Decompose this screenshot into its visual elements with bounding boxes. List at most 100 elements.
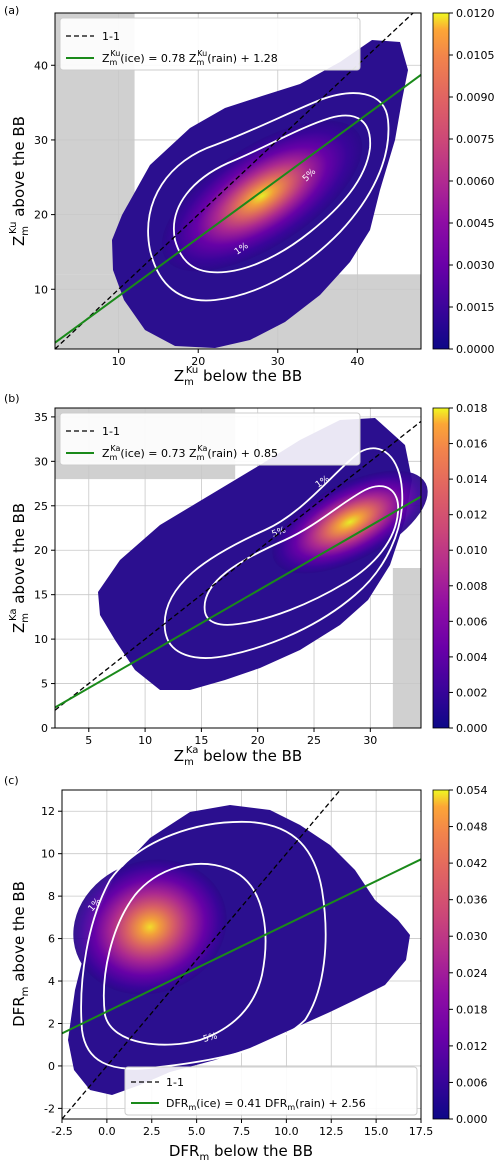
y-tick-label: 30 bbox=[34, 455, 48, 468]
colorbar-tick-label: 0.012 bbox=[456, 509, 488, 522]
axis-ticks: 10 20 30 40 10 20 30 40 bbox=[34, 59, 364, 368]
y-tick-label: 25 bbox=[34, 500, 48, 513]
colorbar-gradient bbox=[432, 789, 450, 1120]
x-tick-label: 20 bbox=[251, 734, 265, 747]
x-tick-label: 2.5 bbox=[143, 1125, 161, 1138]
colorbar-tick-label: 0.0030 bbox=[456, 259, 495, 272]
y-tick-label: 10 bbox=[34, 283, 48, 296]
legend-label-1to1: 1-1 bbox=[102, 30, 120, 43]
y-tick-label: 12 bbox=[41, 805, 55, 818]
colorbar-tick-label: 0.004 bbox=[456, 651, 488, 664]
panel-c: (c) 1% 5% -2.5 0.0 2.5 5.0 7.5 10.0 12.5 15.0 17… bbox=[4, 774, 488, 1163]
x-tick-label: 30 bbox=[363, 734, 377, 747]
colorbar-tick-label: 0.006 bbox=[456, 1076, 488, 1089]
colorbar-ticks: 0.000 0.006 0.012 0.018 0.024 0.030 0.036 0.042… bbox=[449, 784, 488, 1126]
y-axis-label: DFRm above the BB bbox=[10, 881, 31, 1027]
x-tick-label: 7.5 bbox=[233, 1125, 251, 1138]
legend-label-1to1: 1-1 bbox=[102, 425, 120, 438]
x-tick-label: 0.0 bbox=[98, 1125, 116, 1138]
colorbar-tick-label: 0.016 bbox=[456, 438, 488, 451]
fit-line bbox=[54, 495, 422, 709]
contour-1pct bbox=[147, 92, 390, 302]
x-axis-label: DFRm below the BB bbox=[169, 1142, 313, 1163]
plot-frame bbox=[54, 12, 422, 350]
colorbar-tick-label: 0.018 bbox=[456, 1003, 488, 1016]
colorbar-tick-label: 0.054 bbox=[456, 784, 488, 797]
colorbar-gradient bbox=[432, 12, 450, 350]
x-tick-label: 20 bbox=[191, 355, 205, 368]
panel-label: (b) bbox=[4, 392, 20, 405]
colorbar-tick-label: 0.014 bbox=[456, 473, 488, 486]
x-tick-label: 5 bbox=[85, 734, 92, 747]
colorbar-tick-label: 0.0045 bbox=[456, 217, 495, 230]
panel-label: (c) bbox=[4, 774, 19, 787]
x-tick-label: -2.5 bbox=[51, 1125, 72, 1138]
y-tick-label: 8 bbox=[48, 890, 55, 903]
colorbar-tick-label: 0.018 bbox=[456, 402, 488, 415]
plot-frame bbox=[54, 407, 422, 729]
colorbar-tick-label: 0.000 bbox=[456, 722, 488, 735]
density-core bbox=[272, 470, 428, 574]
x-tick-label: 10.0 bbox=[274, 1125, 299, 1138]
colorbar-tick-label: 0.0105 bbox=[456, 49, 495, 62]
x-axis-label: ZmKu below the BB bbox=[174, 365, 302, 388]
x-tick-label: 17.5 bbox=[409, 1125, 434, 1138]
x-tick-label: 10 bbox=[138, 734, 152, 747]
x-axis-label: ZmKa below the BB bbox=[174, 745, 302, 768]
fit-line bbox=[54, 74, 422, 344]
y-tick-label: -2 bbox=[44, 1102, 55, 1115]
y-tick-label: 30 bbox=[34, 134, 48, 147]
x-tick-label: 10 bbox=[112, 355, 126, 368]
colorbar-tick-label: 0.030 bbox=[456, 930, 488, 943]
y-tick-label: 4 bbox=[48, 975, 55, 988]
density-core bbox=[161, 120, 363, 272]
y-tick-label: 15 bbox=[34, 589, 48, 602]
colorbar-gradient bbox=[432, 407, 450, 729]
x-tick-label: 15 bbox=[194, 734, 208, 747]
contour-label-5pct: 5% bbox=[202, 1031, 219, 1044]
colorbar-tick-label: 0.0120 bbox=[456, 7, 495, 20]
colorbar-tick-label: 0.0015 bbox=[456, 301, 495, 314]
x-tick-label: 12.5 bbox=[319, 1125, 344, 1138]
x-tick-label: 15.0 bbox=[364, 1125, 389, 1138]
colorbar-tick-label: 0.048 bbox=[456, 821, 488, 834]
x-tick-label: 5.0 bbox=[188, 1125, 206, 1138]
one-to-one-line bbox=[54, 420, 422, 711]
x-tick-label: 30 bbox=[271, 355, 285, 368]
fit-line bbox=[61, 858, 422, 1035]
contour-5pct bbox=[102, 863, 267, 1046]
legend-label-1to1: 1-1 bbox=[166, 1076, 184, 1089]
colorbar-tick-label: 0.0075 bbox=[456, 133, 495, 146]
y-tick-label: 2 bbox=[48, 1017, 55, 1030]
colorbar-tick-label: 0.006 bbox=[456, 615, 488, 628]
contour-5pct bbox=[173, 114, 371, 274]
legend: 1-1 DFRm(ice) = 0.41 DFRm(rain) + 2.56 bbox=[124, 1066, 418, 1116]
colorbar-tick-label: 0.010 bbox=[456, 544, 488, 557]
legend-label-fit: ZmKu(ice) = 0.78 ZmKu(rain) + 1.28 bbox=[102, 49, 278, 67]
colorbar: 0.000 0.002 0.004 0.006 0.008 0.010 0.012 0.014… bbox=[432, 402, 488, 735]
y-axis-label: ZmKa above the BB bbox=[8, 503, 31, 633]
y-tick-label: 40 bbox=[34, 59, 48, 72]
colorbar-tick-label: 0.012 bbox=[456, 1040, 488, 1053]
y-tick-label: 20 bbox=[34, 544, 48, 557]
colorbar-tick-label: 0.024 bbox=[456, 967, 488, 980]
x-tick-label: 25 bbox=[307, 734, 321, 747]
y-tick-label: 0 bbox=[41, 722, 48, 735]
colorbar: 0.000 0.006 0.012 0.018 0.024 0.030 0.036 0.042… bbox=[432, 784, 488, 1126]
y-tick-label: 6 bbox=[48, 933, 55, 946]
panel-label: (a) bbox=[4, 4, 19, 17]
contour-5pct bbox=[203, 485, 399, 626]
legend-label-fit: ZmKa(ice) = 0.73 ZmKa(rain) + 0.85 bbox=[102, 444, 278, 462]
colorbar-tick-label: 0.000 bbox=[456, 1113, 488, 1126]
axis-ticks: 5 10 15 20 25 30 0 5 10 15 20 25 30 35 bbox=[34, 411, 377, 747]
contour-1pct bbox=[163, 447, 404, 659]
colorbar: 0.0000 0.0015 0.0030 0.0045 0.0060 0.0075 0.00… bbox=[432, 7, 495, 356]
density-core bbox=[73, 859, 227, 995]
y-tick-label: 20 bbox=[34, 209, 48, 222]
colorbar-tick-label: 0.002 bbox=[456, 686, 488, 699]
colorbar-tick-label: 0.0000 bbox=[456, 343, 495, 356]
legend-label-fit: DFRm(ice) = 0.41 DFRm(rain) + 2.56 bbox=[166, 1097, 366, 1112]
